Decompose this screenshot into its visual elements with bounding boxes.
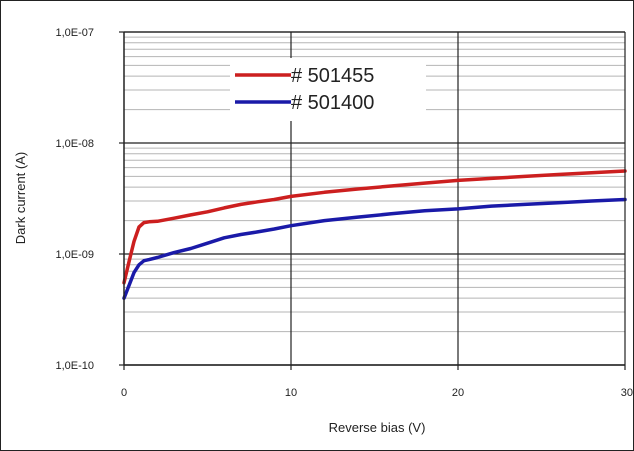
y-tick-label: 1,0E-07: [55, 27, 94, 39]
y-tick-label: 1,0E-08: [55, 138, 94, 150]
y-tick-label: 1,0E-10: [55, 360, 94, 372]
y-axis-title: Dark current (A): [13, 152, 28, 244]
legend: # 501455 # 501400: [230, 58, 426, 121]
legend-label-1: # 501455: [291, 65, 374, 87]
x-tick-label: 10: [285, 387, 297, 399]
x-axis-title: Reverse bias (V): [329, 420, 426, 435]
x-tick-label: 0: [121, 387, 127, 399]
tick-labels: 1,0E-10 1,0E-09 1,0E-08 1,0E-07 0 10 20 30: [55, 27, 633, 399]
axes: [119, 31, 626, 370]
y-tick-label: 1,0E-09: [55, 249, 94, 261]
legend-label-2: # 501400: [291, 92, 374, 114]
series-layer: [122, 169, 627, 300]
legend-box: [230, 58, 426, 121]
x-tick-label: 20: [452, 387, 464, 399]
x-tick-label: 30: [621, 387, 633, 399]
series-line-2: [122, 197, 627, 300]
series-line-1: [122, 169, 627, 285]
